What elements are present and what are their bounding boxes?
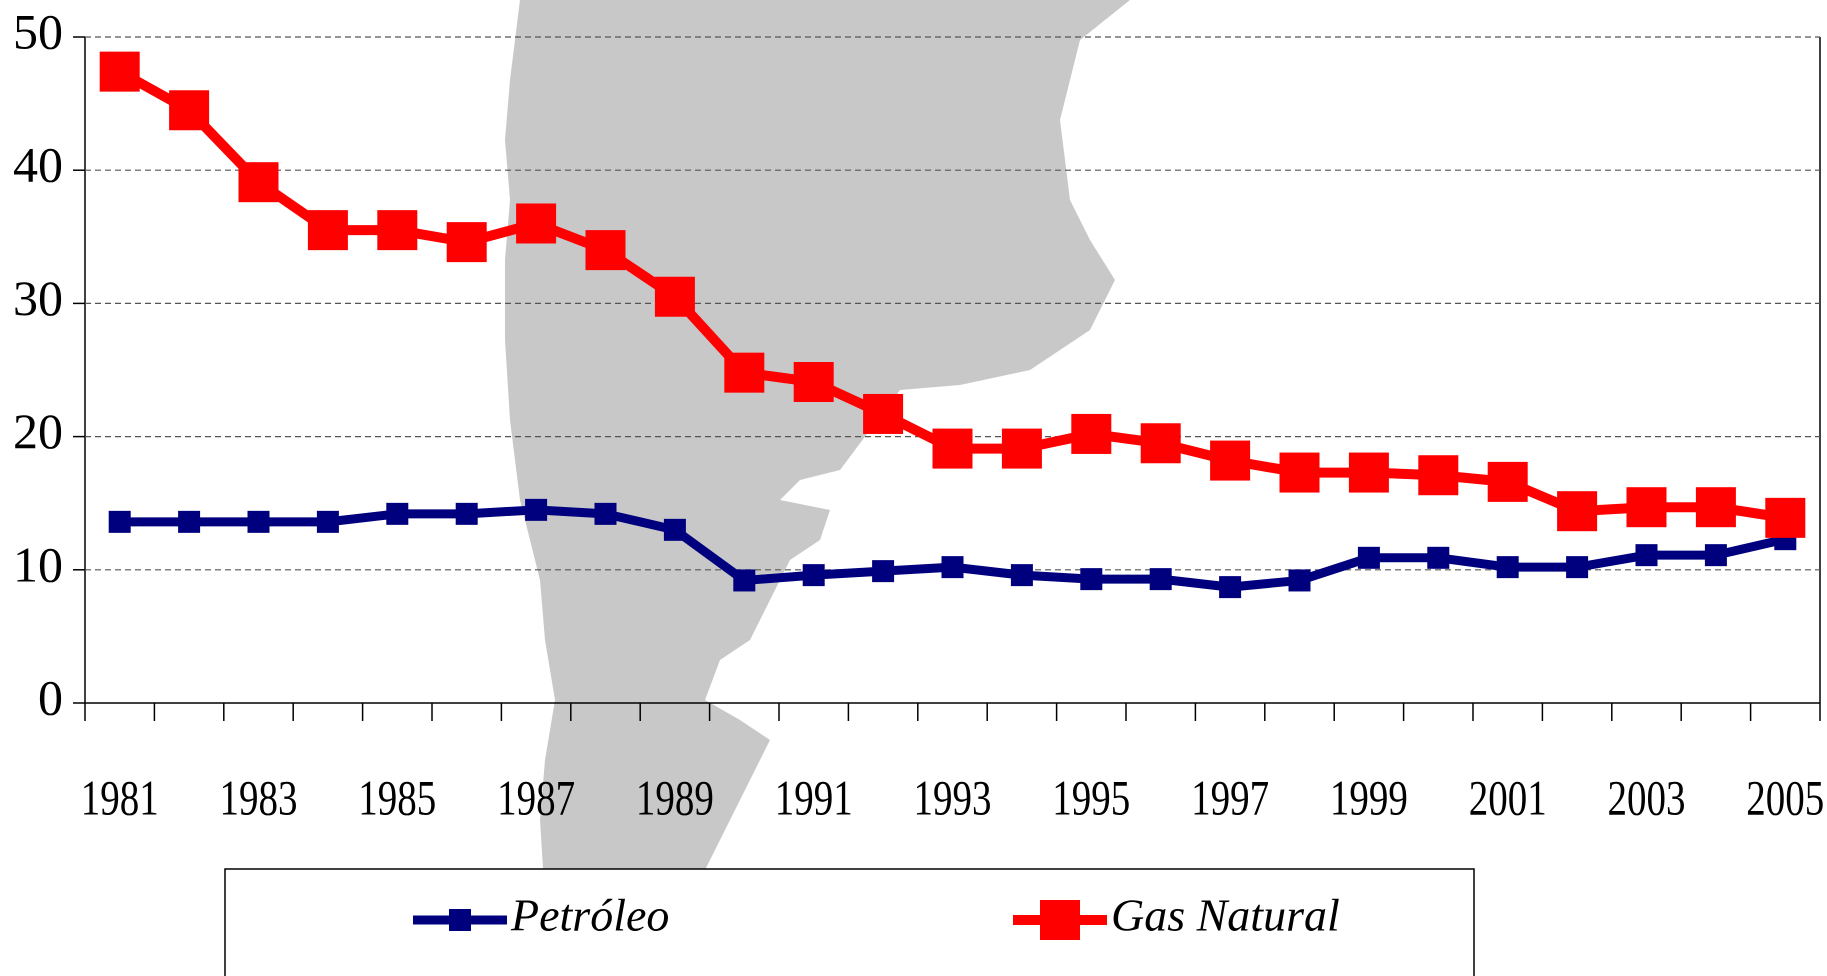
chart: 0 10 20 30 40 50 1981 1983 1985 1987 1989 1991 1993 1… [0, 0, 1827, 976]
x-tick-label: 1997 [1191, 769, 1269, 825]
x-tick-label: 1985 [358, 769, 436, 825]
data-point [1418, 455, 1458, 495]
data-point [1566, 556, 1588, 578]
data-point [595, 503, 617, 525]
x-tick-label: 1989 [636, 769, 714, 825]
y-tick-label: 50 [13, 3, 63, 59]
legend-label: Petróleo [510, 890, 669, 941]
x-tick-label: 1981 [81, 769, 159, 825]
y-tick-label: 20 [13, 403, 63, 459]
data-point [863, 394, 903, 434]
data-point [239, 162, 279, 202]
data-point [456, 503, 478, 525]
data-point [655, 277, 695, 317]
data-point [1765, 498, 1805, 538]
data-point [1011, 564, 1033, 586]
data-point [1705, 544, 1727, 566]
data-point [1280, 453, 1320, 493]
data-point [1636, 544, 1658, 566]
data-point [516, 203, 556, 243]
data-point [248, 511, 270, 533]
x-tick-label: 1995 [1052, 769, 1130, 825]
y-tick-label: 0 [38, 669, 63, 725]
data-point [664, 519, 686, 541]
data-point [1557, 491, 1597, 531]
data-point [1210, 441, 1250, 481]
x-tick-label: 1993 [914, 769, 992, 825]
data-point [1071, 414, 1111, 454]
data-point [724, 353, 764, 393]
legend-marker [1040, 900, 1080, 940]
data-point [1627, 487, 1667, 527]
data-point [872, 560, 894, 582]
data-point [1349, 453, 1389, 493]
data-point [1289, 569, 1311, 591]
data-point [178, 511, 200, 533]
data-point [169, 90, 209, 130]
data-point [1358, 547, 1380, 569]
data-point [933, 429, 973, 469]
x-tick-label: 2001 [1469, 769, 1547, 825]
data-point [733, 569, 755, 591]
x-tick-label: 2005 [1746, 769, 1824, 825]
x-tick-label: 1999 [1330, 769, 1408, 825]
y-tick-label: 40 [13, 137, 63, 193]
data-point [586, 230, 626, 270]
y-tick-label: 10 [13, 536, 63, 592]
data-point [942, 556, 964, 578]
data-point [447, 222, 487, 262]
data-point [794, 362, 834, 402]
data-point [1696, 487, 1736, 527]
x-tick-label: 1983 [220, 769, 298, 825]
data-point [1141, 423, 1181, 463]
x-tick-label: 1987 [497, 769, 575, 825]
data-point [377, 210, 417, 250]
data-point [386, 503, 408, 525]
data-point [803, 564, 825, 586]
data-point [308, 210, 348, 250]
data-point [525, 499, 547, 521]
x-tick-label: 1991 [775, 769, 853, 825]
data-point [317, 511, 339, 533]
legend-label: Gas Natural [1111, 890, 1340, 941]
data-point [1497, 556, 1519, 578]
data-point [1080, 568, 1102, 590]
map-background [505, 0, 1130, 976]
legend-marker [449, 909, 471, 931]
data-point [1219, 576, 1241, 598]
data-point [1427, 547, 1449, 569]
data-point [1488, 462, 1528, 502]
y-tick-label: 30 [13, 270, 63, 326]
data-point [1002, 429, 1042, 469]
data-point [1150, 568, 1172, 590]
data-point [109, 511, 131, 533]
data-point [100, 52, 140, 92]
x-tick-label: 2003 [1608, 769, 1686, 825]
